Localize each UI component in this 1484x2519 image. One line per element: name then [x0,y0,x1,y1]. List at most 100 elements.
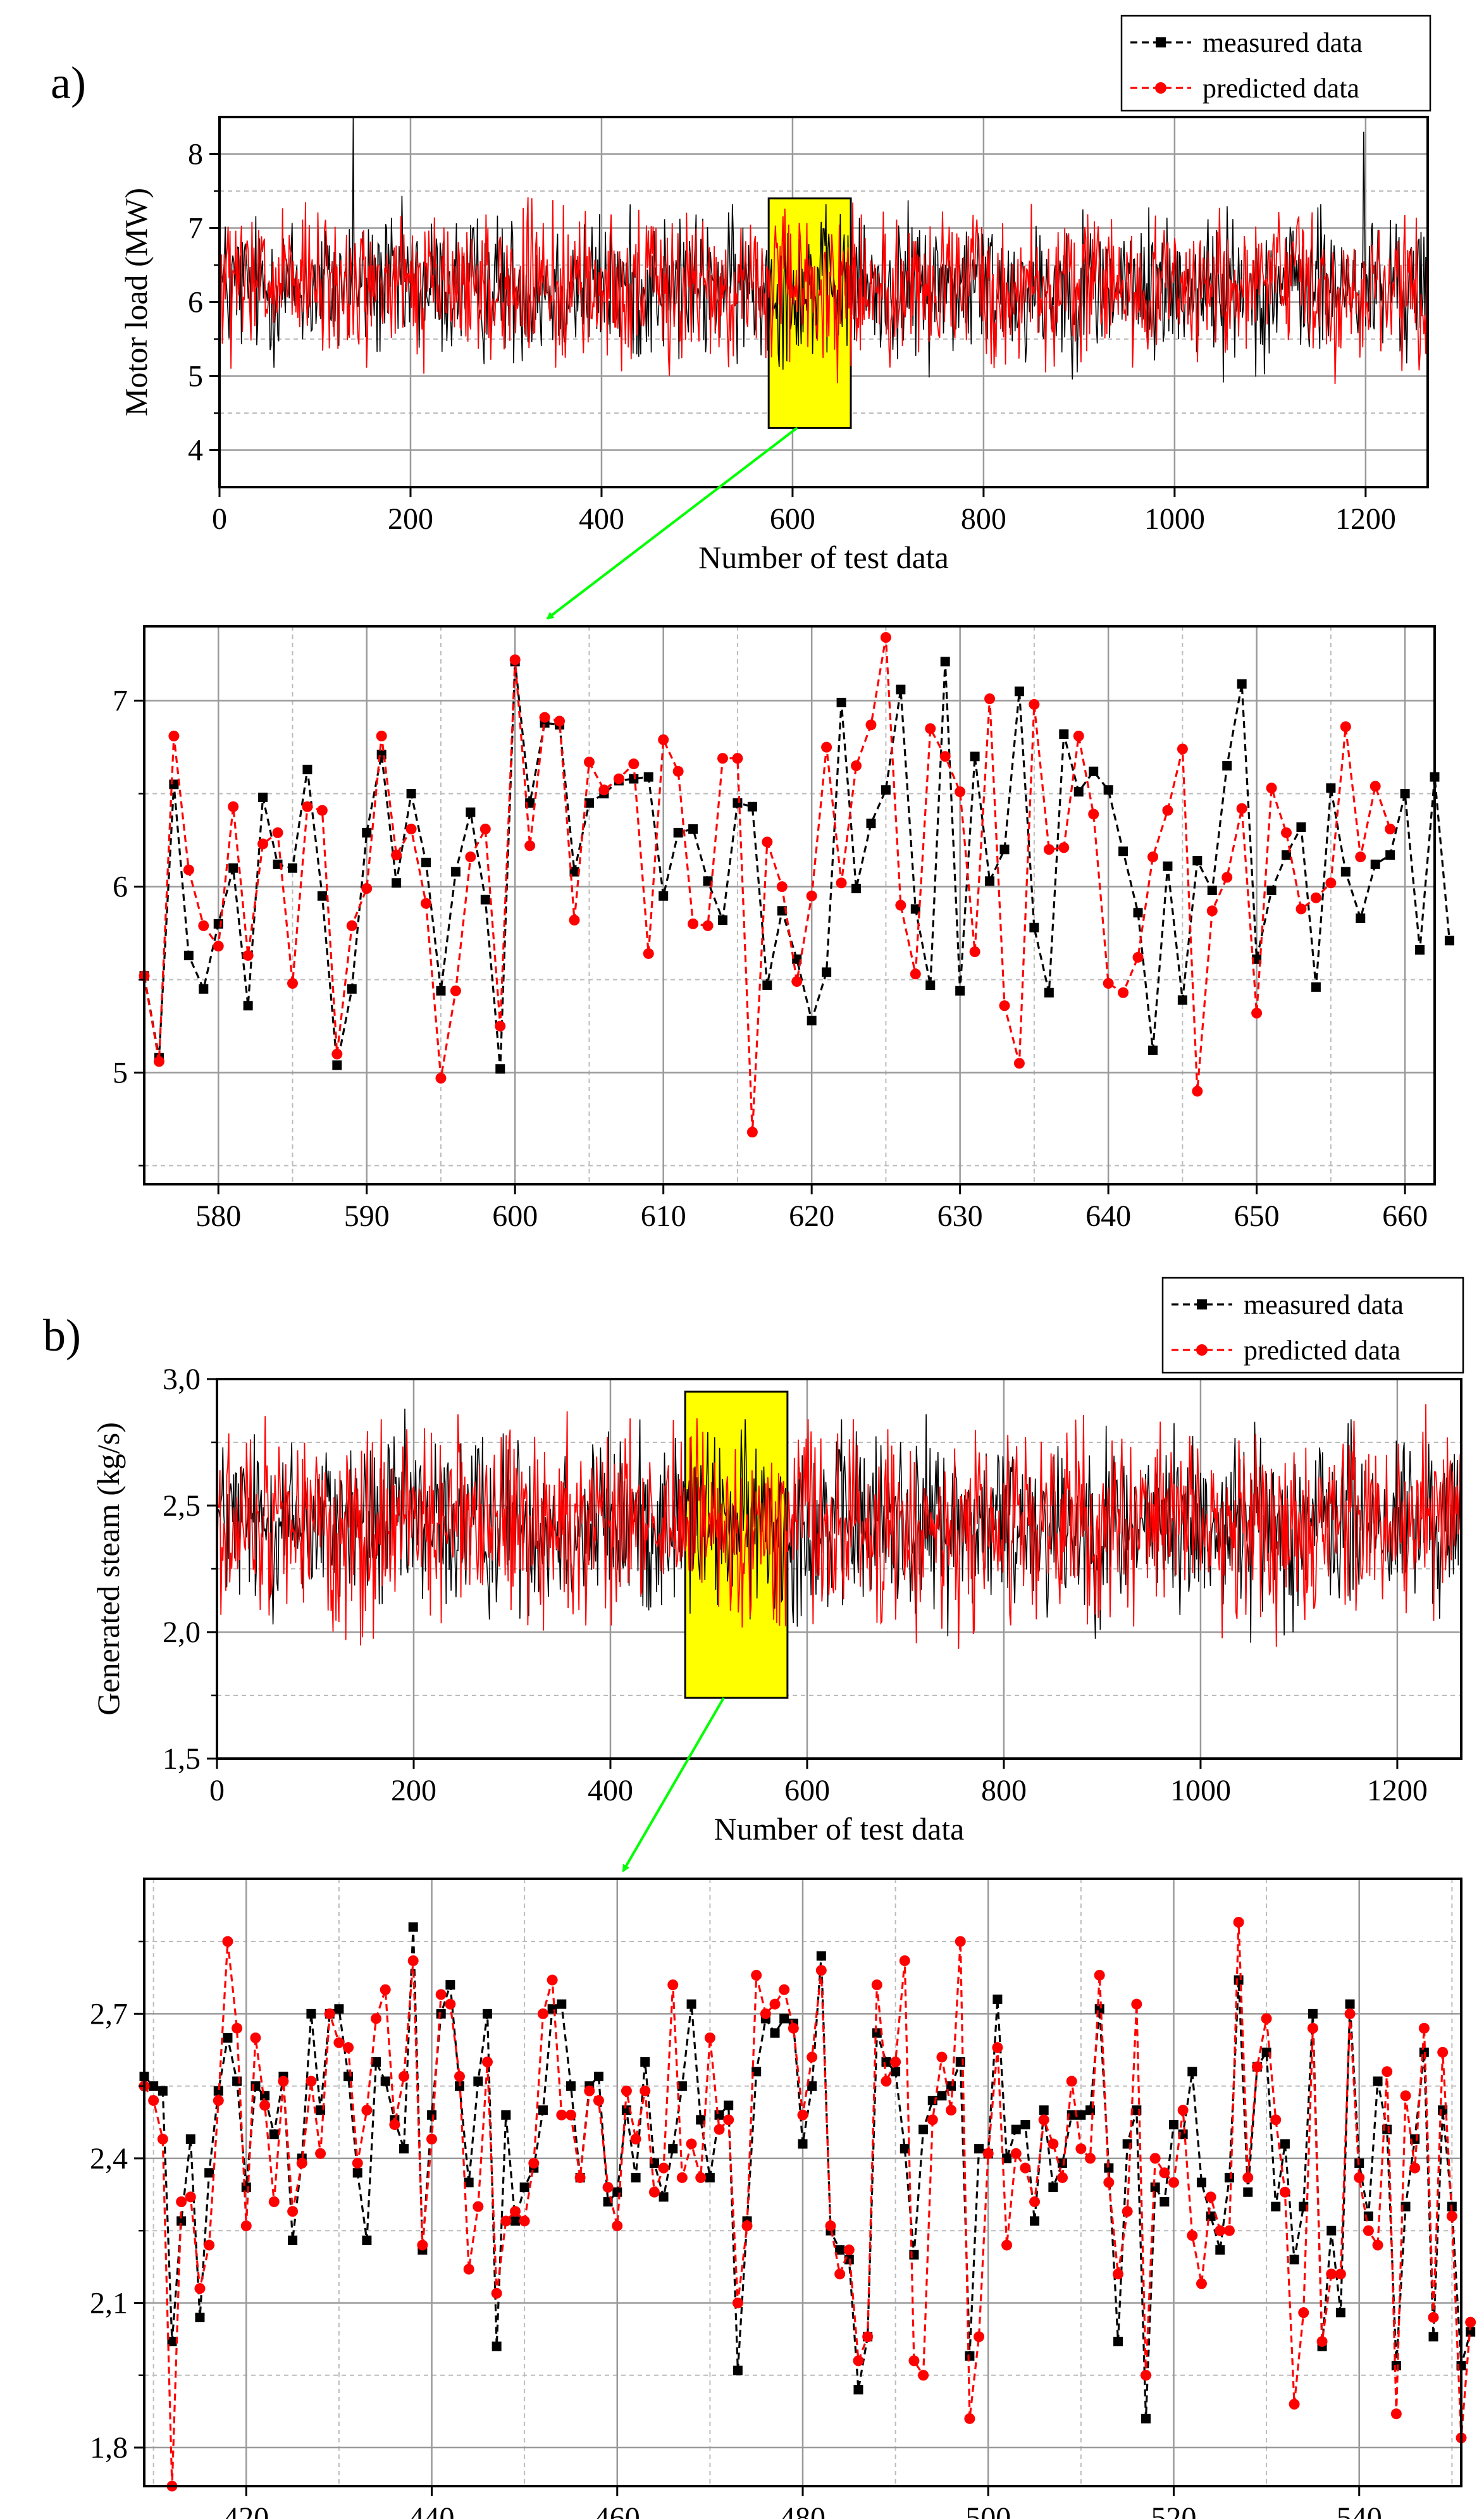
y-tick-label: 2,7 [90,1997,128,2031]
marker-measured [918,2124,929,2134]
marker-predicted [1159,2167,1170,2179]
marker-predicted [524,840,536,851]
marker-predicted [569,915,580,926]
marker-predicted [1344,2008,1356,2019]
marker-measured [688,824,698,834]
y-tick-label: 2,0 [163,1616,201,1649]
marker-measured [1370,859,1380,869]
marker-predicted [198,920,209,931]
marker-measured [1326,783,1336,793]
marker-measured [816,1951,826,1961]
marker-predicted [584,2085,595,2096]
marker-predicted [1103,2177,1115,2188]
marker-predicted [1038,2114,1049,2126]
marker-measured [643,772,653,782]
marker-predicted [1088,808,1099,820]
marker-measured [881,2057,891,2067]
marker-predicted [1149,2153,1161,2164]
marker-predicted [539,712,550,723]
marker-measured [807,1015,817,1025]
marker-measured [1020,2120,1030,2130]
marker-predicted [232,2022,243,2034]
marker-measured [779,2014,789,2024]
marker-predicted [1363,2225,1374,2236]
marker-predicted [407,1955,419,1967]
marker-measured [1067,2110,1077,2120]
marker-measured [352,2168,362,2178]
marker-measured [1428,2332,1438,2342]
marker-measured [450,867,461,877]
marker-measured [228,863,238,873]
marker-predicted [865,719,877,731]
marker-predicted [1261,2013,1272,2024]
marker-predicted [346,920,357,931]
marker-predicted [1289,2398,1300,2410]
marker-predicted [672,765,684,777]
marker-predicted [598,784,610,796]
marker-measured [733,2365,743,2375]
marker-predicted [936,2052,948,2063]
marker-predicted [1355,851,1366,863]
zoom-arrow [622,1697,725,1872]
marker-predicted [302,801,313,812]
y-tick-label: 6 [113,870,128,904]
marker-predicted [807,2052,818,2063]
marker-predicted [643,948,654,959]
marker-predicted [1187,2230,1198,2241]
legend-marker-square [1156,37,1166,47]
x-tick-label: 1200 [1367,1774,1428,1807]
marker-measured [464,2177,474,2188]
x-tick-label: 630 [937,1199,983,1233]
marker-predicted [242,950,254,961]
legend-box [1120,15,1431,112]
marker-predicted [481,2057,493,2068]
x-tick-label: 200 [391,1774,436,1807]
chart-b-overview: 0 200 400 600 800 1000 1200 1,5 2,0 2,5 3,0 Number … [90,1277,1464,1847]
marker-measured [392,878,402,888]
marker-predicted [500,2215,512,2227]
marker-measured [1113,2336,1123,2346]
marker-predicted [421,898,432,909]
marker-predicted [895,900,906,911]
x-tick-label: 0 [209,1774,225,1807]
y-tick-label: 2,5 [163,1489,201,1523]
marker-predicted [825,2220,836,2232]
marker-measured [1103,785,1113,795]
y-tick-label: 8 [188,138,203,171]
marker-predicted [287,977,298,989]
marker-predicted [1205,2191,1216,2203]
marker-predicted [760,2008,771,2019]
marker-measured [705,2172,715,2182]
panel-b-label: b) [43,1310,81,1361]
marker-measured [1014,686,1024,696]
marker-predicted [788,2022,799,2034]
marker-predicted [658,734,669,745]
legend-entry: measured data [1244,1289,1404,1320]
marker-predicted [834,2268,846,2280]
marker-predicted [779,1984,790,1995]
marker-predicted [528,2158,540,2169]
marker-predicted [278,2076,289,2087]
marker-predicted [776,881,788,893]
x-tick-label: 660 [1382,1199,1428,1233]
marker-predicted [228,801,239,812]
marker-predicted [306,2076,317,2087]
legend-marker-square [1197,1299,1207,1309]
marker-measured [896,684,906,695]
marker-measured [399,2144,409,2154]
marker-measured [822,967,832,977]
series-line-predicted [219,197,1428,385]
marker-predicted [1122,2206,1133,2217]
zoom-connectors [546,426,798,1872]
marker-measured [1326,2225,1337,2236]
marker-predicted [658,2162,669,2174]
marker-predicted [324,2008,335,2019]
marker-measured [1466,2327,1476,2337]
marker-predicted [331,1048,343,1060]
x-tick-label: 460 [595,2501,640,2519]
marker-predicted [791,976,803,987]
y-tick-label: 2,1 [90,2286,128,2320]
marker-predicted [259,2100,271,2111]
marker-predicted [1029,2196,1041,2207]
marker-measured [1345,1999,1355,2009]
